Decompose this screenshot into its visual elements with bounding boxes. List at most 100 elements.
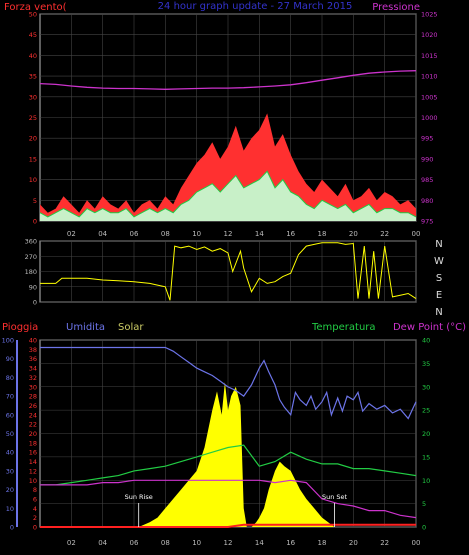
y-tick-label: 16 bbox=[29, 449, 37, 457]
x-tick-label: 14 bbox=[255, 230, 264, 238]
x-tick-label: 04 bbox=[98, 230, 107, 238]
dewpoint-line bbox=[40, 479, 417, 519]
y-tick-label: 4 bbox=[33, 505, 37, 513]
wind-direction-series bbox=[40, 242, 417, 301]
wind-direction-line bbox=[40, 242, 417, 301]
y-tick-label: 35 bbox=[422, 360, 430, 368]
y-tick-label: 90 bbox=[29, 283, 37, 291]
y-tick-label: 40 bbox=[6, 449, 14, 457]
temperature-line bbox=[40, 444, 417, 486]
y-tick-label: 975 bbox=[421, 218, 433, 226]
x-tick-label: 10 bbox=[192, 230, 201, 238]
wind-pressure-x-ticks: 02 04 06 08 10 12 14 16 18 20 22 00 bbox=[67, 230, 421, 238]
x-tick-label: 20 bbox=[349, 539, 358, 547]
y-tick-label: 995 bbox=[421, 135, 433, 143]
wind-speed-line bbox=[39, 170, 417, 218]
y-tick-label: 10 bbox=[6, 505, 14, 513]
compass-label: S bbox=[436, 273, 442, 284]
wind-direction-ticks: 0 90 180 270 360 bbox=[25, 238, 37, 307]
y-tick-label: 40 bbox=[29, 337, 37, 345]
x-tick-label: 10 bbox=[192, 539, 201, 547]
rain-axis-label: Pioggia bbox=[2, 322, 38, 333]
x-tick-label: 22 bbox=[380, 539, 389, 547]
y-tick-label: 2 bbox=[33, 514, 37, 522]
y-tick-label: 8 bbox=[33, 486, 37, 494]
y-tick-label: 360 bbox=[25, 238, 37, 246]
y-tick-label: 28 bbox=[29, 393, 37, 401]
humidity-temperature-series bbox=[40, 346, 417, 528]
x-tick-label: 06 bbox=[130, 230, 139, 238]
y-tick-label: 990 bbox=[421, 155, 433, 163]
y-tick-label: 25 bbox=[29, 114, 37, 122]
compass-label: N bbox=[435, 307, 442, 318]
title: 24 hour graph update - 27 March 2015 bbox=[158, 1, 353, 12]
y-tick-label: 30 bbox=[29, 93, 37, 101]
x-tick-label: 16 bbox=[286, 230, 295, 238]
y-tick-label: 180 bbox=[25, 268, 37, 276]
y-tick-label: 36 bbox=[29, 355, 37, 363]
y-tick-label: 985 bbox=[421, 176, 433, 184]
y-tick-label: 70 bbox=[6, 393, 14, 401]
y-tick-label: 1005 bbox=[421, 93, 438, 101]
y-tick-label: 50 bbox=[6, 430, 14, 438]
sun-event-label: Sun Rise bbox=[125, 493, 153, 501]
x-tick-label: 00 bbox=[412, 230, 421, 238]
dewpoint-axis-label: Dew Point (°C) bbox=[393, 322, 466, 333]
y-tick-label: 1025 bbox=[421, 11, 438, 19]
y-tick-label: 20 bbox=[29, 430, 37, 438]
y-tick-label: 30 bbox=[29, 383, 37, 391]
x-tick-label: 02 bbox=[67, 539, 76, 547]
humidity-axis-label: Umidita bbox=[66, 322, 105, 333]
sun-annotations: Sun Rise Sun Set bbox=[125, 493, 348, 527]
wind-direction-grid bbox=[40, 240, 417, 303]
y-tick-label: 5 bbox=[33, 197, 37, 205]
x-tick-label: 18 bbox=[318, 539, 327, 547]
y-tick-label: 40 bbox=[422, 337, 430, 345]
temperature-axis-ticks: 0 5 10 15 20 25 30 35 40 bbox=[422, 337, 430, 532]
y-tick-label: 0 bbox=[422, 524, 426, 532]
wind-pressure-series bbox=[39, 70, 417, 221]
y-tick-label: 80 bbox=[6, 374, 14, 382]
y-tick-label: 100 bbox=[2, 337, 14, 345]
humidity-axis-ticks: 0 10 20 30 40 50 60 70 80 90 100 bbox=[2, 337, 18, 532]
compass-label: W bbox=[434, 256, 444, 267]
y-tick-label: 20 bbox=[422, 430, 430, 438]
solar-area bbox=[40, 382, 416, 527]
y-tick-label: 26 bbox=[29, 402, 37, 410]
y-tick-label: 5 bbox=[422, 500, 426, 508]
wind-axis-ticks: 0 5 10 15 20 25 30 35 40 45 50 bbox=[29, 11, 37, 226]
y-tick-label: 90 bbox=[6, 355, 14, 363]
compass-label: N bbox=[435, 239, 442, 250]
x-tick-label: 00 bbox=[412, 539, 421, 547]
x-tick-label: 02 bbox=[67, 230, 76, 238]
sun-event-label: Sun Set bbox=[322, 493, 348, 501]
x-tick-label: 12 bbox=[224, 539, 233, 547]
humidity-line bbox=[40, 346, 417, 420]
pressure-line bbox=[39, 70, 417, 90]
y-tick-label: 15 bbox=[422, 453, 430, 461]
pressure-axis-ticks: 975 980 985 990 995 1000 1005 1010 1015 1020 1025 bbox=[421, 11, 438, 226]
y-tick-label: 0 bbox=[33, 524, 37, 532]
wind-gust-area bbox=[40, 113, 416, 221]
compass-label: E bbox=[436, 290, 442, 301]
pressure-axis-label: Pressione bbox=[372, 2, 420, 13]
x-tick-label: 12 bbox=[224, 230, 233, 238]
y-tick-label: 1010 bbox=[421, 73, 438, 81]
y-tick-label: 60 bbox=[6, 411, 14, 419]
y-tick-label: 1000 bbox=[421, 114, 438, 122]
y-tick-label: 1020 bbox=[421, 31, 438, 39]
x-tick-label: 22 bbox=[380, 230, 389, 238]
y-tick-label: 14 bbox=[29, 458, 37, 466]
wind-axis-label: Forza vento( bbox=[4, 2, 67, 13]
y-tick-label: 20 bbox=[29, 135, 37, 143]
solar-label: Solar bbox=[118, 322, 144, 333]
y-tick-label: 10 bbox=[29, 176, 37, 184]
x-tick-label: 14 bbox=[255, 539, 264, 547]
y-tick-label: 38 bbox=[29, 346, 37, 354]
y-tick-label: 45 bbox=[29, 31, 37, 39]
y-tick-label: 0 bbox=[10, 524, 14, 532]
y-tick-label: 10 bbox=[29, 477, 37, 485]
